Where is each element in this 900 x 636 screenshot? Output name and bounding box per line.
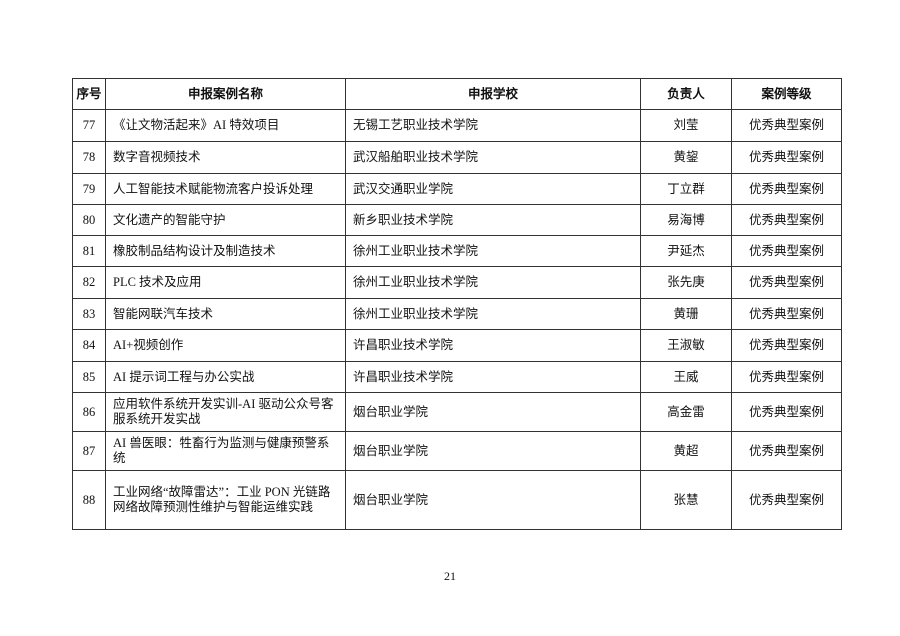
cell-case-name: 应用软件系统开发实训-AI 驱动公众号客服系统开发实战 xyxy=(105,392,346,432)
table-body: 77 《让文物活起来》AI 特效项目 无锡工艺职业技术学院 刘莹 优秀典型案例 78 数字音… xyxy=(72,109,842,530)
table-row: 79 人工智能技术赋能物流客户投诉处理 武汉交通职业学院 丁立群 优秀典型案例 xyxy=(72,173,842,205)
cell-no: 80 xyxy=(72,204,106,236)
cell-lead: 黄超 xyxy=(640,431,732,471)
case-table: 序号 申报案例名称 申报学校 负责人 案例等级 77 《让文物活起来》AI 特效项… xyxy=(72,78,842,530)
header-case-name: 申报案例名称 xyxy=(105,78,346,110)
header-level: 案例等级 xyxy=(731,78,842,110)
cell-school: 许昌职业技术学院 xyxy=(345,361,641,393)
cell-school: 徐州工业职业技术学院 xyxy=(345,266,641,299)
cell-level: 优秀典型案例 xyxy=(731,470,842,530)
table-row: 81 橡胶制品结构设计及制造技术 徐州工业职业技术学院 尹延杰 优秀典型案例 xyxy=(72,235,842,267)
cell-level: 优秀典型案例 xyxy=(731,235,842,267)
cell-school: 烟台职业学院 xyxy=(345,431,641,471)
table-row: 83 智能网联汽车技术 徐州工业职业技术学院 黄珊 优秀典型案例 xyxy=(72,298,842,330)
cell-no: 82 xyxy=(72,266,106,299)
table-row: 84 AI+视频创作 许昌职业技术学院 王淑敏 优秀典型案例 xyxy=(72,329,842,362)
cell-case-name: 人工智能技术赋能物流客户投诉处理 xyxy=(105,173,346,205)
cell-lead: 黄珊 xyxy=(640,298,732,330)
cell-lead: 黄鋆 xyxy=(640,141,732,174)
cell-level: 优秀典型案例 xyxy=(731,392,842,432)
table-row: 86 应用软件系统开发实训-AI 驱动公众号客服系统开发实战 烟台职业学院 高金雷 优秀… xyxy=(72,392,842,432)
header-no: 序号 xyxy=(72,78,106,110)
table-row: 85 AI 提示词工程与办公实战 许昌职业技术学院 王威 优秀典型案例 xyxy=(72,361,842,393)
cell-level: 优秀典型案例 xyxy=(731,329,842,362)
cell-level: 优秀典型案例 xyxy=(731,109,842,142)
cell-lead: 高金雷 xyxy=(640,392,732,432)
cell-no: 78 xyxy=(72,141,106,174)
cell-case-name: PLC 技术及应用 xyxy=(105,266,346,299)
cell-level: 优秀典型案例 xyxy=(731,431,842,471)
cell-no: 79 xyxy=(72,173,106,205)
cell-school: 无锡工艺职业技术学院 xyxy=(345,109,641,142)
cell-lead: 张先庚 xyxy=(640,266,732,299)
header-lead: 负责人 xyxy=(640,78,732,110)
cell-no: 83 xyxy=(72,298,106,330)
cell-level: 优秀典型案例 xyxy=(731,298,842,330)
cell-case-name: 智能网联汽车技术 xyxy=(105,298,346,330)
table-row: 87 AI 兽医眼：牲畜行为监测与健康预警系统 烟台职业学院 黄超 优秀典型案例 xyxy=(72,431,842,471)
cell-case-name: AI 兽医眼：牲畜行为监测与健康预警系统 xyxy=(105,431,346,471)
cell-lead: 丁立群 xyxy=(640,173,732,205)
cell-case-name: AI+视频创作 xyxy=(105,329,346,362)
cell-case-name: 橡胶制品结构设计及制造技术 xyxy=(105,235,346,267)
cell-level: 优秀典型案例 xyxy=(731,141,842,174)
cell-level: 优秀典型案例 xyxy=(731,361,842,393)
table-header-row: 序号 申报案例名称 申报学校 负责人 案例等级 xyxy=(72,78,842,110)
cell-school: 徐州工业职业技术学院 xyxy=(345,298,641,330)
cell-no: 86 xyxy=(72,392,106,432)
table-row: 88 工业网络“故障雷达”：工业 PON 光链路网络故障预测性维护与智能运维实践烟… xyxy=(72,470,842,530)
cell-lead: 尹延杰 xyxy=(640,235,732,267)
cell-lead: 易海博 xyxy=(640,204,732,236)
cell-case-name: 《让文物活起来》AI 特效项目 xyxy=(105,109,346,142)
cell-level: 优秀典型案例 xyxy=(731,266,842,299)
cell-no: 84 xyxy=(72,329,106,362)
table-row: 77 《让文物活起来》AI 特效项目 无锡工艺职业技术学院 刘莹 优秀典型案例 xyxy=(72,109,842,142)
cell-school: 武汉交通职业学院 xyxy=(345,173,641,205)
cell-school: 许昌职业技术学院 xyxy=(345,329,641,362)
cell-no: 77 xyxy=(72,109,106,142)
cell-school: 徐州工业职业技术学院 xyxy=(345,235,641,267)
header-school: 申报学校 xyxy=(345,78,641,110)
cell-no: 87 xyxy=(72,431,106,471)
cell-school: 烟台职业学院 xyxy=(345,470,641,530)
cell-no: 81 xyxy=(72,235,106,267)
cell-level: 优秀典型案例 xyxy=(731,173,842,205)
cell-case-name: 工业网络“故障雷达”：工业 PON 光链路网络故障预测性维护与智能运维实践 xyxy=(105,470,346,530)
table-row: 80 文化遗产的智能守护 新乡职业技术学院 易海博 优秀典型案例 xyxy=(72,204,842,236)
cell-school: 武汉船舶职业技术学院 xyxy=(345,141,641,174)
table-row: 78 数字音视频技术 武汉船舶职业技术学院 黄鋆 优秀典型案例 xyxy=(72,141,842,174)
cell-school: 烟台职业学院 xyxy=(345,392,641,432)
cell-lead: 刘莹 xyxy=(640,109,732,142)
cell-level: 优秀典型案例 xyxy=(731,204,842,236)
cell-lead: 王淑敏 xyxy=(640,329,732,362)
page-number: 21 xyxy=(444,569,456,583)
cell-case-name: 数字音视频技术 xyxy=(105,141,346,174)
cell-school: 新乡职业技术学院 xyxy=(345,204,641,236)
cell-lead: 王威 xyxy=(640,361,732,393)
table-row: 82 PLC 技术及应用 徐州工业职业技术学院 张先庚 优秀典型案例 xyxy=(72,266,842,299)
cell-lead: 张慧 xyxy=(640,470,732,530)
cell-case-name: AI 提示词工程与办公实战 xyxy=(105,361,346,393)
cell-no: 88 xyxy=(72,470,106,530)
cell-case-name: 文化遗产的智能守护 xyxy=(105,204,346,236)
cell-no: 85 xyxy=(72,361,106,393)
